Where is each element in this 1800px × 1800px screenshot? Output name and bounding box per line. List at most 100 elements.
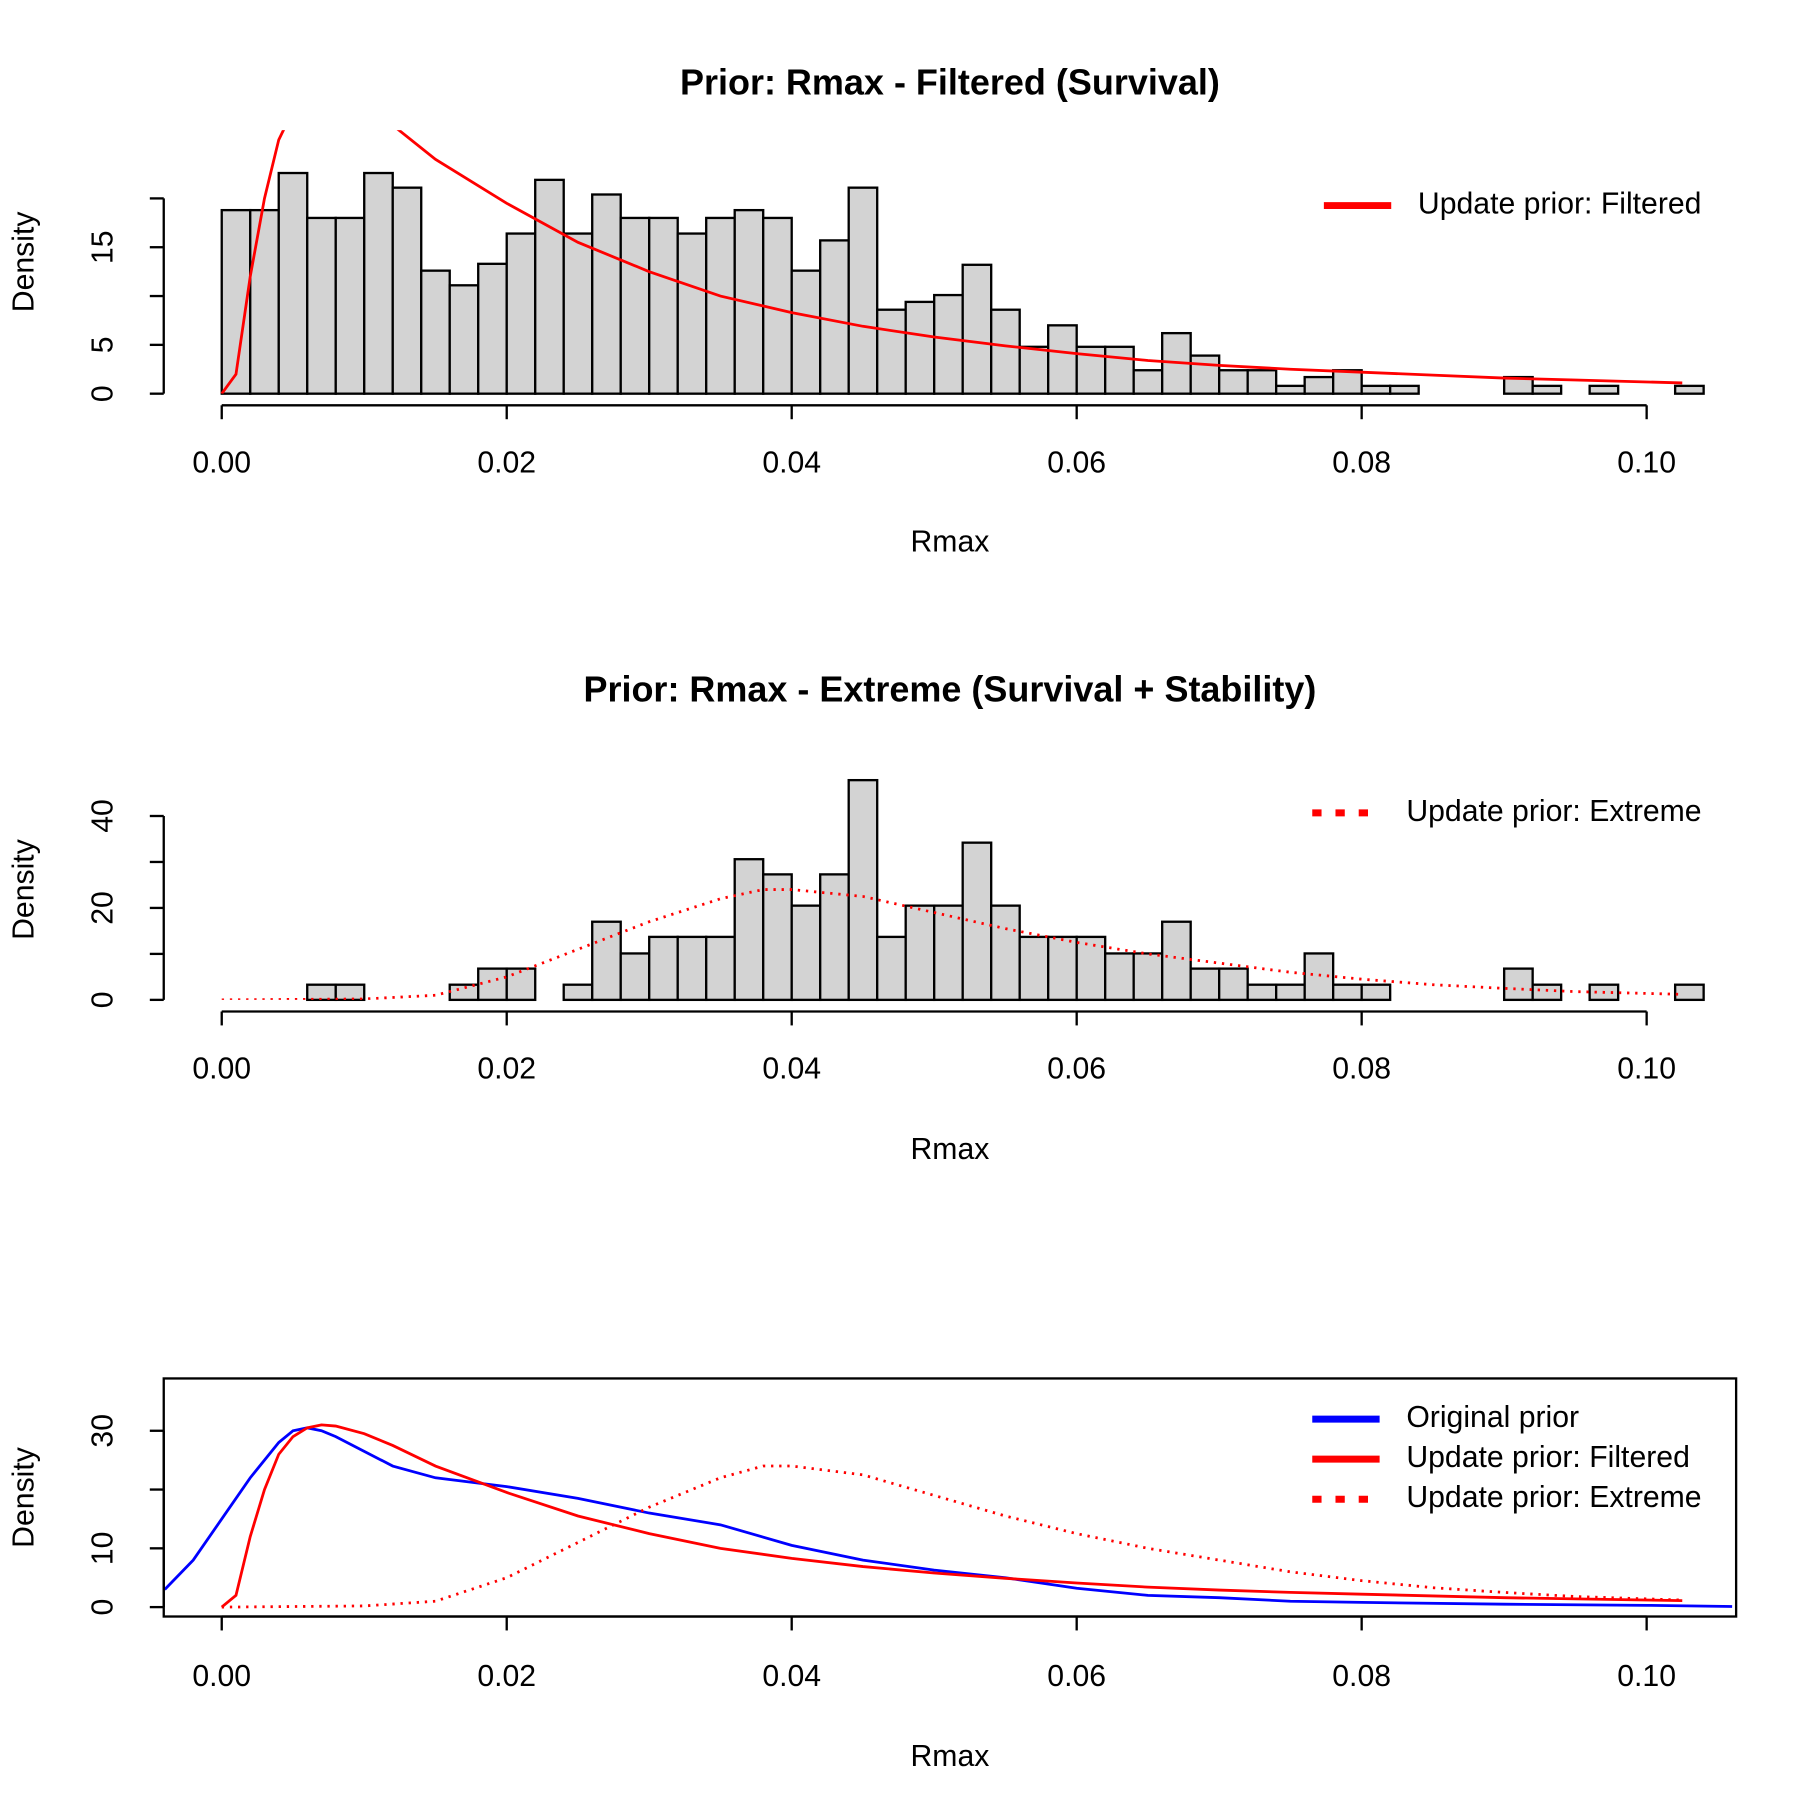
bar: [847, 186, 879, 395]
panel: Prior: Rmax - Filtered (Survival) Rmax Den…: [8, 61, 1705, 558]
bar: [876, 935, 907, 1002]
bar: [448, 284, 480, 395]
bar: [1189, 354, 1221, 395]
x-tick-label: 0.08: [1332, 1053, 1391, 1086]
density-line: [220, 130, 1683, 394]
bar: [1360, 384, 1392, 395]
bar: [420, 269, 451, 395]
bar: [1388, 384, 1420, 395]
x-tick-label: 0.06: [1047, 1053, 1106, 1086]
density-line: [221, 888, 1683, 1000]
bar: [1218, 369, 1249, 395]
x-axis-label: Rmax: [911, 1133, 990, 1166]
bar: [1047, 324, 1078, 395]
lines: [221, 888, 1683, 1000]
bar: [961, 263, 993, 395]
plot-area: Prior: Rmax - Filtered (Survival) Rmax Den…: [8, 61, 1738, 1773]
bar: [876, 308, 907, 395]
y-tick-label: 10: [86, 1532, 119, 1566]
bar: [1275, 384, 1306, 395]
x-tick-label: 0.04: [762, 446, 821, 479]
density-line: [163, 1426, 1733, 1608]
bar: [1132, 952, 1164, 1002]
x-tick-label: 0.02: [477, 446, 536, 479]
bar: [1332, 983, 1363, 1002]
bar: [1275, 983, 1306, 1002]
x-axis-label: Rmax: [911, 525, 990, 558]
bar: [676, 232, 708, 395]
y-tick-label: 20: [86, 891, 119, 925]
y-tick-label: 40: [86, 799, 119, 833]
x-axis-label: Rmax: [911, 1740, 990, 1773]
y-tick-label: 30: [86, 1414, 119, 1448]
bar: [505, 232, 537, 395]
bar: [1673, 384, 1705, 395]
y-axis-label: Density: [8, 838, 41, 940]
y-tick-label: 15: [86, 230, 119, 264]
bar: [562, 983, 594, 1002]
bar: [562, 232, 594, 395]
bar: [933, 904, 964, 1002]
bar: [1531, 983, 1563, 1002]
x-tick-label: 0.06: [1047, 1660, 1106, 1693]
bar: [819, 239, 850, 395]
x-tick-label: 0.10: [1617, 446, 1676, 479]
bar: [448, 983, 480, 1002]
y-axis-label: Density: [8, 1446, 41, 1548]
bar: [277, 171, 309, 395]
bar: [1132, 369, 1164, 395]
bar: [334, 216, 366, 395]
chart-title: Prior: Rmax - Filtered (Survival): [680, 61, 1220, 102]
legend-label: Update prior: Extreme: [1406, 1481, 1701, 1514]
bar: [904, 300, 936, 395]
bar: [762, 873, 793, 1002]
legend-label: Update prior: Filtered: [1418, 188, 1702, 221]
bar: [733, 858, 765, 1002]
bar: [1218, 967, 1249, 1002]
bar: [306, 216, 337, 395]
density-line: [220, 1423, 1683, 1609]
bar: [306, 983, 337, 1002]
bar: [1075, 935, 1107, 1002]
legend-label: Update prior: Extreme: [1406, 795, 1701, 828]
y-tick-label: 0: [86, 385, 119, 402]
bar: [648, 935, 679, 1002]
bar: [705, 935, 736, 1002]
bar: [591, 920, 622, 1002]
bar: [249, 208, 280, 395]
bar: [1332, 369, 1363, 395]
bar: [1104, 345, 1135, 395]
x-tick-label: 0.02: [477, 1053, 536, 1086]
bar: [1588, 384, 1620, 395]
y-tick-label: 0: [86, 1599, 119, 1616]
bar: [391, 186, 423, 395]
bar: [363, 171, 394, 395]
bar: [334, 983, 366, 1002]
bar: [1360, 983, 1392, 1002]
bar: [819, 873, 850, 1002]
bar: [1189, 967, 1221, 1002]
bar: [1303, 375, 1335, 395]
bar: [904, 904, 936, 1002]
legend-label: Original prior: [1406, 1401, 1579, 1434]
panel: Rmax Density Original prior Update prior: F…: [8, 1377, 1738, 1773]
bar: [676, 935, 708, 1002]
legend-label: Update prior: Filtered: [1406, 1441, 1690, 1474]
x-tick-label: 0.06: [1047, 446, 1106, 479]
bar: [534, 178, 565, 395]
bar: [933, 293, 964, 395]
x-tick-label: 0.00: [192, 1053, 251, 1086]
bar: [705, 216, 736, 395]
bar: [1018, 935, 1050, 1002]
x-tick-label: 0.04: [762, 1053, 821, 1086]
bar: [1246, 983, 1278, 1002]
bar: [1246, 369, 1278, 395]
panel: Prior: Rmax - Extreme (Survival + Stabil…: [8, 669, 1705, 1166]
chart-title: Prior: Rmax - Extreme (Survival + Stabil…: [583, 669, 1316, 710]
density-line: [221, 1464, 1683, 1609]
bar: [847, 778, 879, 1002]
lines: [220, 130, 1683, 394]
y-tick-label: 0: [86, 991, 119, 1008]
